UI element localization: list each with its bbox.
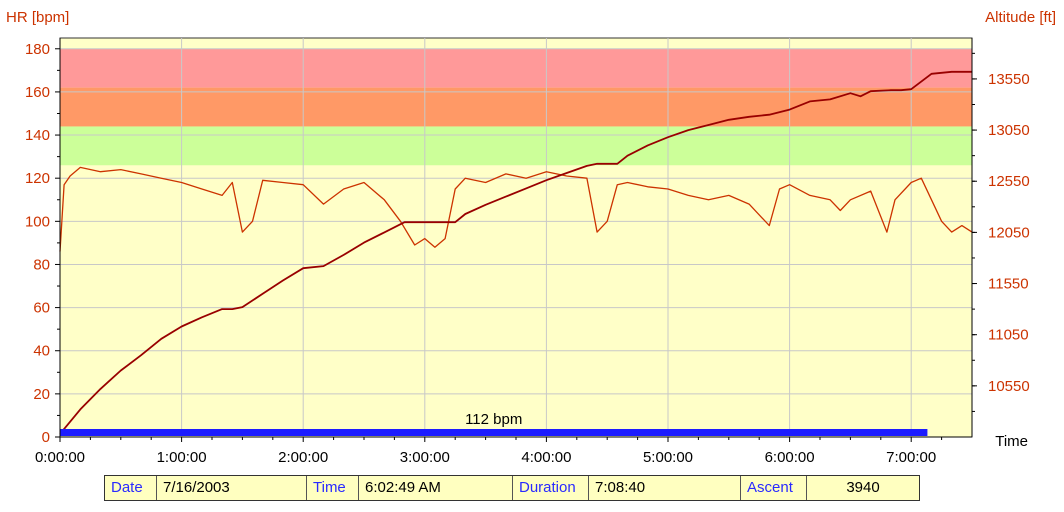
average-hr-bar xyxy=(60,429,928,436)
date-value: 7/16/2003 xyxy=(157,476,307,500)
grid-lines xyxy=(60,38,972,437)
right-tick-label-5: 13050 xyxy=(988,122,1030,139)
hr-zone-4 xyxy=(60,48,972,88)
series-line-2 xyxy=(59,70,972,435)
x-tick-label-0: 0:00:00 xyxy=(35,449,85,466)
ascent-label: Ascent xyxy=(741,476,807,500)
date-label: Date xyxy=(105,476,157,500)
duration-value: 7:08:40 xyxy=(589,476,741,500)
series-line-1 xyxy=(59,166,973,252)
right-tick-label-2: 11550 xyxy=(988,276,1029,293)
right-axis-label: Altitude [ft] xyxy=(985,9,1056,26)
average-hr-label: 112 bpm xyxy=(465,411,522,428)
right-tick-label-0: 10550 xyxy=(988,378,1030,395)
hr-zone-1 xyxy=(60,165,972,437)
x-tick-label-3: 3:00:00 xyxy=(400,449,450,466)
x-tick-label-6: 6:00:00 xyxy=(765,449,815,466)
left-tick-label-3: 60 xyxy=(33,300,50,317)
left-tick-label-2: 40 xyxy=(33,343,50,360)
average-layer: 112 bpm xyxy=(60,411,928,436)
x-tick-label-5: 5:00:00 xyxy=(643,449,693,466)
info-bar: Date 7/16/2003 Time 6:02:49 AM Duration … xyxy=(104,475,920,501)
left-axis-label: HR [bpm] xyxy=(6,9,69,26)
duration-label: Duration xyxy=(513,476,589,500)
right-tick-label-6: 13550 xyxy=(988,71,1030,88)
left-tick-label-0: 0 xyxy=(42,429,50,446)
hr-zone-3 xyxy=(60,87,972,127)
left-tick-label-8: 160 xyxy=(25,84,50,101)
right-tick-label-3: 12050 xyxy=(988,224,1030,241)
right-tick-label-4: 12550 xyxy=(988,173,1030,190)
x-tick-label-2: 2:00:00 xyxy=(278,449,328,466)
x-tick-label-4: 4:00:00 xyxy=(521,449,571,466)
ascent-value: 3940 xyxy=(846,479,880,496)
left-tick-label-1: 20 xyxy=(33,386,50,403)
x-tick-label-7: 7:00:00 xyxy=(886,449,936,466)
x-axis-label: Time xyxy=(995,433,1028,450)
right-tick-label-1: 11050 xyxy=(988,327,1029,344)
axes: 0 20 40 60 80 100 120 140 160 180 10550 11050 11550 1… xyxy=(25,38,1030,466)
time-value: 6:02:49 AM xyxy=(359,476,513,500)
x-tick-label-1: 1:00:00 xyxy=(157,449,207,466)
left-tick-label-5: 100 xyxy=(25,213,50,230)
series-layer xyxy=(59,70,973,435)
left-tick-label-9: 180 xyxy=(25,41,50,58)
hr-zone-2 xyxy=(60,126,972,166)
left-tick-label-6: 120 xyxy=(25,170,50,187)
left-tick-label-4: 80 xyxy=(33,256,50,273)
left-tick-label-7: 140 xyxy=(25,127,50,144)
time-label: Time xyxy=(307,476,359,500)
hr-zone-bands xyxy=(60,38,972,437)
